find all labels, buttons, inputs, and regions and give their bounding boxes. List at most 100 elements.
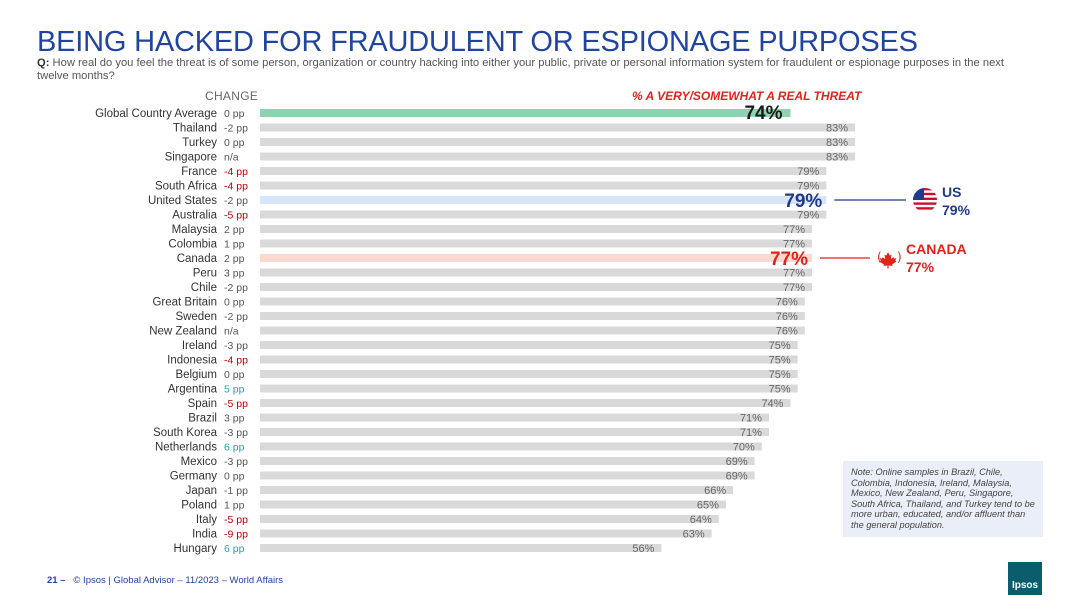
category-label-ireland: Ireland (182, 340, 217, 352)
svg-text:): ) (897, 250, 902, 264)
category-label-south-korea: South Korea (153, 427, 218, 439)
category-label-italy: Italy (196, 514, 217, 526)
survey-question: Q: How real do you feel the threat is of… (37, 57, 1027, 83)
value-label-belgium: 75% (769, 369, 791, 381)
value-label-south-korea: 71% (740, 427, 762, 439)
bar-australia (260, 210, 827, 219)
bar-hungary (260, 544, 662, 552)
category-label-singapore: Singapore (165, 152, 217, 164)
page-number: 21 – (47, 575, 66, 586)
chart-rows: Global Country Average 0 pp 74% Thailand -2 … (95, 103, 855, 555)
bar-singapore (260, 152, 855, 161)
value-label-colombia: 77% (783, 239, 805, 251)
category-label-united-states: United States (148, 195, 217, 207)
change-label-argentina: 5 pp (224, 384, 245, 396)
footer: 21 – © Ipsos | Global Advisor – 11/2023 … (47, 575, 283, 586)
category-label-japan: Japan (186, 485, 217, 497)
bar-netherlands (260, 442, 762, 451)
change-label-thailand: -2 pp (224, 123, 248, 135)
value-label-ireland: 75% (769, 340, 791, 352)
change-label-mexico: -3 pp (224, 456, 248, 468)
change-label-poland: 1 pp (224, 500, 245, 512)
category-label-global-country-average: Global Country Average (95, 108, 217, 120)
value-label-global-country-average: 74% (744, 103, 782, 124)
value-label-chile: 77% (783, 282, 805, 294)
bar-mexico (260, 457, 755, 465)
change-label-south-korea: -3 pp (224, 427, 248, 439)
change-label-india: -9 pp (224, 529, 248, 541)
value-label-poland: 65% (697, 500, 719, 512)
change-label-australia: -5 pp (224, 210, 248, 222)
change-label-germany: 0 pp (224, 471, 245, 483)
bar-south-korea (260, 428, 769, 436)
bar-india (260, 529, 712, 538)
change-label-united-states: -2 pp (224, 195, 248, 207)
bar-sweden (260, 312, 805, 320)
value-label-hungary: 56% (632, 543, 654, 555)
change-label-belgium: 0 pp (224, 369, 245, 381)
value-label-sweden: 76% (776, 311, 798, 323)
value-label-south-africa: 79% (797, 181, 819, 193)
value-label-united-states: 79% (784, 191, 822, 212)
ipsos-logo: Ipsos (1008, 562, 1042, 595)
bar-great-britain (260, 297, 805, 306)
category-label-poland: Poland (181, 500, 217, 512)
category-label-spain: Spain (188, 398, 217, 410)
category-label-malaysia: Malaysia (172, 224, 218, 236)
value-label-thailand: 83% (826, 123, 848, 135)
category-label-mexico: Mexico (181, 456, 217, 468)
value-label-argentina: 75% (769, 384, 791, 396)
change-label-malaysia: 2 pp (224, 224, 245, 236)
change-label-brazil: 3 pp (224, 413, 245, 425)
bar-new-zealand (260, 326, 805, 335)
change-label-indonesia: -4 pp (224, 355, 248, 367)
bar-canada (260, 254, 812, 262)
category-label-germany: Germany (170, 471, 218, 483)
bar-poland (260, 500, 726, 509)
value-label-singapore: 83% (826, 152, 848, 164)
us-flag-icon (913, 188, 937, 212)
change-label-france: -4 pp (224, 166, 248, 178)
bar-global-country-average (260, 109, 791, 117)
value-label-japan: 66% (704, 485, 726, 497)
change-label-south-africa: -4 pp (224, 181, 248, 193)
question-text: How real do you feel the threat is of so… (37, 57, 1005, 82)
bar-colombia (260, 239, 812, 248)
category-label-turkey: Turkey (182, 137, 217, 149)
threat-column-header: % A VERY/SOMEWHAT A REAL THREAT (632, 89, 862, 103)
category-label-indonesia: Indonesia (167, 355, 217, 367)
change-label-japan: -1 pp (224, 485, 248, 497)
us-callout-name: US (942, 184, 961, 200)
question-prefix: Q: (37, 57, 50, 69)
svg-text:(: ( (877, 250, 882, 264)
us-callout: US 79% (834, 184, 971, 218)
bar-germany (260, 471, 755, 480)
canada-callout-value: 77% (906, 259, 935, 275)
value-label-canada: 77% (770, 249, 808, 270)
change-label-ireland: -3 pp (224, 340, 248, 352)
change-label-italy: -5 pp (224, 514, 248, 526)
value-label-netherlands: 70% (733, 442, 755, 454)
bar-thailand (260, 123, 855, 132)
bar-indonesia (260, 355, 798, 364)
category-label-south-africa: South Africa (155, 181, 218, 193)
bar-united-states (260, 196, 827, 204)
category-label-netherlands: Netherlands (155, 442, 217, 454)
category-label-chile: Chile (191, 282, 217, 294)
bar-france (260, 167, 827, 175)
value-label-germany: 69% (726, 471, 748, 483)
value-label-italy: 64% (690, 514, 712, 526)
category-label-hungary: Hungary (174, 543, 218, 555)
value-label-turkey: 83% (826, 137, 848, 149)
category-label-thailand: Thailand (173, 123, 217, 135)
bar-argentina (260, 384, 798, 393)
change-label-great-britain: 0 pp (224, 297, 245, 309)
category-label-argentina: Argentina (168, 384, 218, 396)
category-label-peru: Peru (193, 268, 217, 280)
footer-text: © Ipsos | Global Advisor – 11/2023 – Wor… (73, 575, 284, 586)
page-title: BEING HACKED FOR FRAUDULENT OR ESPIONAGE… (37, 26, 918, 58)
change-column-header: CHANGE (205, 89, 259, 103)
bar-malaysia (260, 225, 812, 233)
bar-spain (260, 399, 791, 407)
